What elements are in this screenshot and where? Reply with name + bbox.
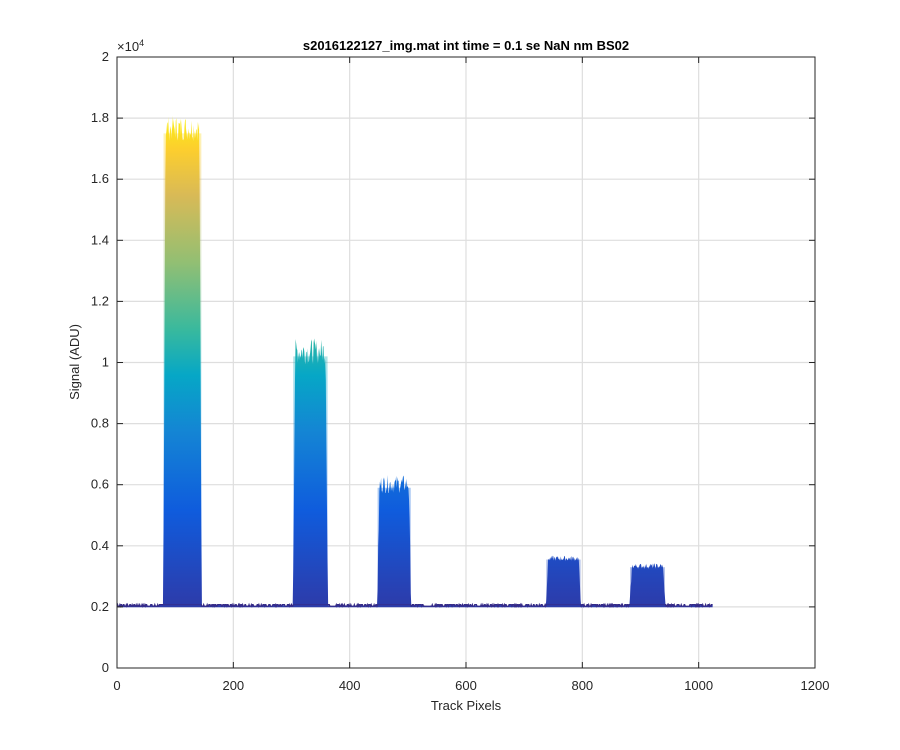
y-tick-label: 1 xyxy=(102,355,109,370)
baseline-trace xyxy=(116,602,713,608)
x-tick-label: 200 xyxy=(222,678,244,693)
peak-4 xyxy=(546,559,581,606)
y-tick-label: 0.2 xyxy=(91,599,109,614)
peak-1 xyxy=(163,133,202,606)
peak-2 xyxy=(293,356,328,606)
x-tick-label: 0 xyxy=(113,678,120,693)
y-tick-label: 0.8 xyxy=(91,416,109,431)
peak-5 xyxy=(630,567,665,606)
y-tick-label: 2 xyxy=(102,49,109,64)
x-tick-label: 800 xyxy=(571,678,593,693)
chart-title: s2016122127_img.mat int time = 0.1 se Na… xyxy=(303,38,629,53)
y-tick-label: 1.6 xyxy=(91,171,109,186)
y-tick-label: 1.2 xyxy=(91,293,109,308)
y-tick-label: 0.4 xyxy=(91,538,109,553)
y-tick-label: 1.8 xyxy=(91,110,109,125)
x-tick-label: 1200 xyxy=(801,678,830,693)
y-exponent-power: 4 xyxy=(139,38,144,48)
x-axis-label: Track Pixels xyxy=(431,698,502,713)
y-ticks: 0 0.2 0.4 0.6 0.8 1 1.2 1.4 1.6 1.8 2 xyxy=(91,49,815,675)
y-exponent-base: ×10 xyxy=(117,39,139,54)
x-tick-label: 400 xyxy=(339,678,361,693)
y-exponent: ×104 xyxy=(117,38,144,54)
y-tick-label: 1.4 xyxy=(91,232,109,247)
y-tick-label: 0 xyxy=(102,660,109,675)
x-tick-label: 1000 xyxy=(684,678,713,693)
x-tick-label: 600 xyxy=(455,678,477,693)
series xyxy=(116,115,713,608)
y-axis-label: Signal (ADU) xyxy=(67,324,82,400)
y-tick-label: 0.6 xyxy=(91,477,109,492)
x-ticks: 0 200 400 600 800 1000 1200 xyxy=(113,57,829,693)
peak-3 xyxy=(377,487,411,606)
grid xyxy=(117,57,815,668)
